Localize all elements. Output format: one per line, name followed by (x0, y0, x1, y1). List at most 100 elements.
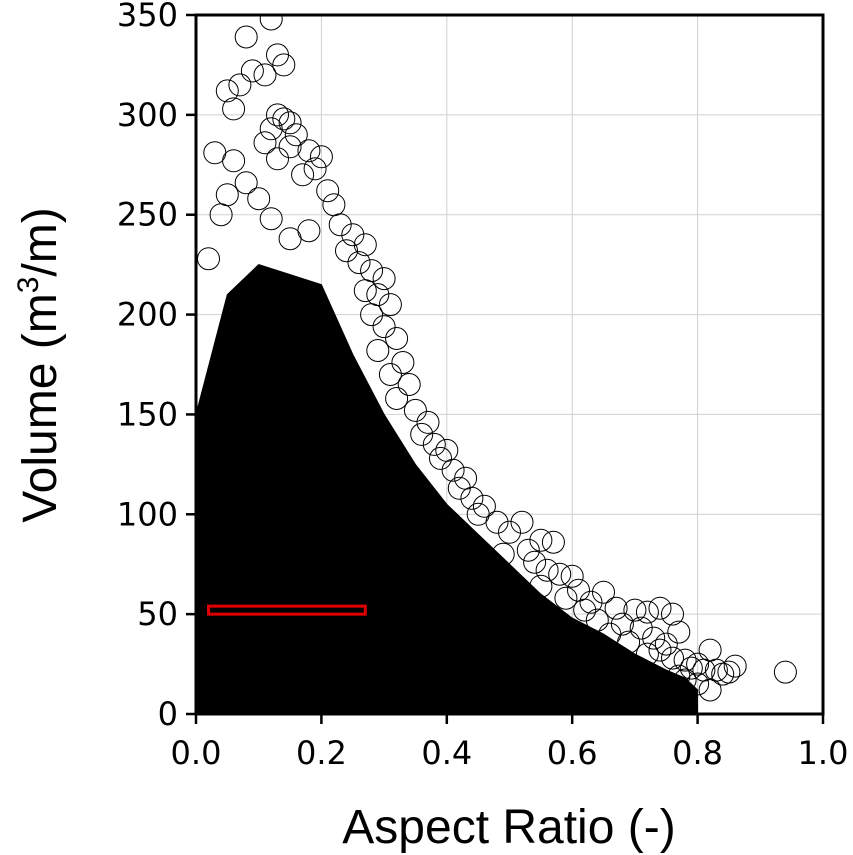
data-point (259, 117, 283, 141)
data-point (510, 510, 534, 534)
x-tick-label: 0.2 (296, 734, 347, 772)
y-axis-title: Volume (m3/m) (12, 207, 67, 522)
data-point (623, 598, 647, 622)
x-tick-label: 0.8 (672, 734, 723, 772)
data-point (635, 600, 659, 624)
data-point (266, 147, 289, 171)
x-tick-label: 0.0 (171, 734, 222, 772)
data-point (385, 327, 409, 350)
data-point (441, 458, 465, 482)
data-point (422, 432, 446, 456)
data-point (378, 293, 402, 317)
data-point (253, 131, 277, 155)
data-points (197, 15, 797, 714)
data-point (378, 363, 402, 386)
data-point (635, 642, 659, 666)
data-point (366, 339, 390, 362)
data-point (579, 590, 603, 614)
data-point (209, 203, 233, 227)
data-point (222, 149, 246, 173)
data-point (604, 596, 628, 620)
data-point (259, 207, 283, 231)
y-axis: 0 50 100 150 200 250 300 350 (117, 0, 196, 733)
data-point (673, 648, 697, 672)
data-point (698, 678, 722, 702)
data-point (711, 662, 735, 686)
y-tick-label: 50 (137, 595, 178, 633)
data-point (610, 612, 634, 636)
data-point (498, 696, 521, 714)
data-point (397, 373, 421, 396)
x-axis-title: Aspect Ratio (-) (342, 801, 675, 854)
data-point (360, 303, 384, 327)
data-point (723, 654, 747, 678)
data-point (335, 239, 358, 263)
plot-frame (194, 13, 825, 716)
data-point (347, 251, 371, 275)
y-tick-label: 300 (117, 96, 178, 134)
x-axis: 0.0 0.2 0.4 0.6 0.8 1.0 (171, 714, 849, 772)
highlight-bar (207, 604, 367, 616)
data-point (272, 107, 296, 131)
data-point (353, 279, 377, 303)
data-point (403, 398, 427, 422)
data-point (222, 97, 246, 121)
data-point (297, 139, 321, 163)
x-tick-label: 0.4 (421, 734, 472, 772)
data-point (686, 652, 710, 676)
data-point (535, 558, 559, 582)
data-point (541, 530, 565, 554)
data-point (661, 646, 684, 670)
data-point (278, 135, 302, 159)
data-point (523, 550, 547, 574)
data-point (278, 227, 302, 251)
data-point (679, 656, 703, 680)
data-point (416, 410, 440, 434)
data-point (560, 564, 584, 588)
y-tick-label: 200 (117, 296, 178, 334)
data-point (529, 528, 553, 552)
data-point (560, 686, 584, 710)
data-point (667, 620, 691, 644)
data-point (410, 422, 434, 446)
data-point (247, 187, 271, 211)
data-point (648, 638, 672, 662)
data-point (491, 542, 515, 566)
data-point (429, 446, 452, 470)
data-point (498, 520, 521, 544)
data-point (573, 598, 597, 622)
data-point (548, 562, 572, 586)
data-point (773, 660, 797, 684)
data-point (385, 387, 409, 410)
data-point (259, 15, 283, 31)
data-point (585, 608, 609, 632)
dense-point-cloud (196, 264, 699, 714)
data-point (516, 538, 540, 562)
data-point (228, 73, 252, 97)
data-point (529, 574, 553, 598)
data-point (266, 103, 289, 127)
data-point (272, 53, 296, 77)
x-tick-label: 0.6 (547, 734, 598, 772)
data-point (592, 580, 615, 604)
data-point (673, 668, 697, 692)
y-tick-label: 0 (158, 695, 178, 733)
data-point (291, 163, 315, 187)
data-point (648, 674, 672, 698)
data-point (316, 179, 340, 203)
data-point (253, 63, 277, 87)
data-point (278, 111, 302, 135)
data-point (391, 351, 415, 374)
y-tick-label: 100 (117, 495, 178, 533)
y-tick-label: 250 (117, 196, 178, 234)
data-point (328, 213, 352, 237)
data-point (303, 157, 327, 181)
data-point (472, 494, 496, 518)
data-point (617, 630, 641, 654)
data-point (341, 223, 365, 247)
x-tick-label: 1.0 (798, 734, 849, 772)
data-point (234, 25, 258, 49)
data-point (372, 315, 396, 339)
data-point (353, 233, 377, 257)
data-point (485, 510, 509, 534)
